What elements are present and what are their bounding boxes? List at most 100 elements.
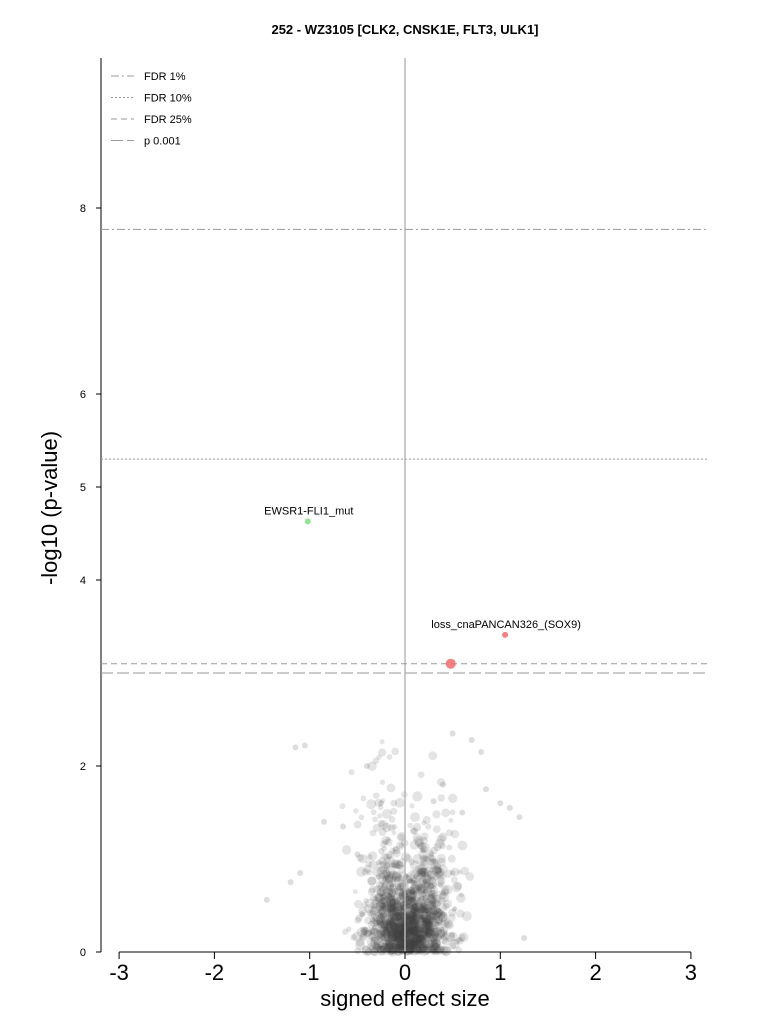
data-point — [406, 923, 413, 930]
data-point — [396, 945, 405, 953]
data-point — [395, 924, 404, 934]
data-point — [395, 861, 404, 870]
data-point — [422, 855, 429, 862]
data-point — [418, 875, 428, 885]
data-point — [385, 922, 392, 930]
data-point — [431, 945, 441, 956]
data-point — [391, 925, 401, 934]
data-point — [416, 868, 424, 876]
data-point — [369, 918, 379, 927]
data-point — [422, 907, 429, 914]
data-point — [394, 935, 400, 941]
data-point — [417, 932, 428, 942]
data-point — [415, 907, 424, 916]
data-point — [366, 869, 373, 876]
data-point — [379, 872, 386, 879]
data-point — [398, 924, 405, 932]
data-point — [410, 922, 419, 932]
data-point — [401, 932, 411, 943]
data-point — [406, 911, 417, 922]
data-point — [414, 913, 425, 925]
data-point — [382, 859, 388, 865]
data-point — [428, 944, 438, 954]
data-point — [426, 928, 436, 939]
data-point — [358, 854, 368, 864]
data-point — [377, 912, 384, 918]
data-point — [424, 923, 432, 931]
data-point — [422, 907, 430, 915]
data-point — [383, 909, 391, 918]
data-point — [441, 888, 450, 897]
highlighted-point — [502, 631, 509, 638]
data-point — [379, 920, 388, 929]
data-point — [371, 918, 378, 925]
data-point — [394, 910, 404, 921]
data-point — [405, 925, 415, 935]
data-point — [410, 899, 418, 907]
data-point — [412, 907, 421, 916]
data-point — [386, 902, 397, 913]
data-point — [380, 902, 387, 909]
data-point — [380, 840, 388, 848]
data-point — [429, 905, 440, 916]
data-point — [387, 910, 395, 917]
data-point — [399, 926, 406, 934]
data-point — [367, 888, 376, 896]
data-point — [425, 823, 432, 830]
data-point — [411, 929, 419, 936]
data-point — [406, 911, 416, 921]
data-point — [378, 881, 385, 888]
data-point — [418, 923, 428, 933]
data-point — [412, 833, 422, 843]
data-point — [417, 868, 426, 877]
axes: 0 2 4 5 6 8 -3 -2 -1 0 1 2 3 — [80, 58, 697, 985]
data-point — [433, 921, 442, 930]
data-point — [364, 929, 372, 937]
data-point — [355, 940, 366, 951]
data-point — [430, 904, 438, 913]
data-point — [408, 939, 417, 949]
data-point — [427, 876, 436, 886]
data-point — [420, 927, 429, 936]
data-point — [397, 945, 403, 951]
data-point — [423, 898, 432, 906]
data-point — [410, 940, 419, 948]
data-point — [411, 915, 417, 921]
data-point — [446, 844, 453, 851]
data-point — [408, 926, 418, 937]
data-point — [431, 916, 442, 927]
data-point — [397, 939, 407, 948]
data-point — [406, 890, 417, 901]
data-point — [373, 940, 383, 950]
data-point — [387, 927, 398, 937]
data-point — [419, 861, 425, 867]
data-point — [382, 928, 392, 938]
data-point — [409, 919, 415, 926]
data-point — [398, 905, 404, 911]
data-point — [366, 854, 373, 860]
data-point — [378, 942, 388, 953]
data-point — [418, 886, 426, 895]
data-point — [389, 916, 400, 927]
data-point — [442, 930, 448, 936]
data-point — [369, 928, 378, 936]
data-point — [408, 896, 415, 903]
data-point — [409, 931, 415, 937]
data-point — [390, 807, 398, 815]
data-point — [442, 902, 450, 910]
data-point — [409, 941, 417, 949]
data-point — [378, 906, 387, 915]
data-point — [371, 924, 378, 931]
data-point — [408, 901, 418, 911]
data-point — [398, 881, 405, 888]
data-point — [373, 920, 380, 927]
data-point — [389, 898, 398, 907]
data-point — [384, 895, 393, 904]
data-point — [386, 910, 394, 918]
data-point — [378, 847, 385, 855]
data-point — [382, 928, 391, 937]
data-point — [442, 937, 451, 946]
data-point — [382, 941, 388, 948]
data-point — [411, 891, 422, 902]
data-point — [394, 923, 405, 934]
